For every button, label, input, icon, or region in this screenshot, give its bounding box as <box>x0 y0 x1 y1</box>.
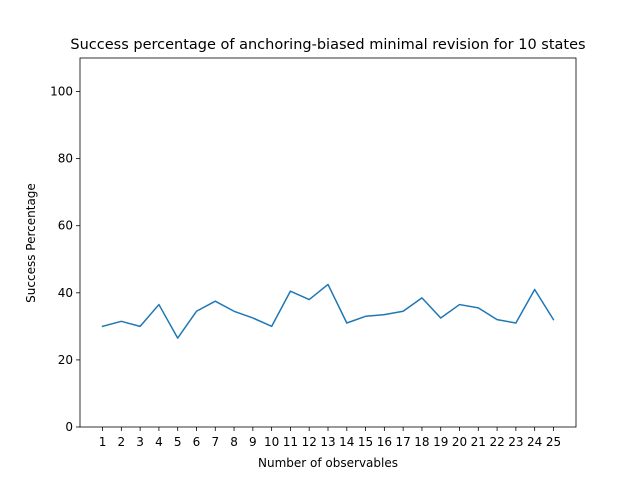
y-tick-label: 20 <box>58 353 73 367</box>
axes-frame <box>79 57 577 428</box>
x-tick-label: 20 <box>452 435 467 449</box>
x-tick-label: 2 <box>118 435 126 449</box>
x-tick-label: 23 <box>508 435 523 449</box>
x-tick-label: 15 <box>358 435 373 449</box>
x-tick-label: 5 <box>174 435 182 449</box>
y-tick-label: 40 <box>58 286 73 300</box>
x-tick-label: 3 <box>136 435 144 449</box>
x-axis-label: Number of observables <box>258 456 398 470</box>
x-tick-label: 14 <box>339 435 354 449</box>
x-tick-label: 16 <box>377 435 392 449</box>
x-tick-label: 12 <box>302 435 317 449</box>
y-tick-label: 100 <box>50 85 73 99</box>
x-tick-label: 4 <box>155 435 163 449</box>
x-tick-label: 17 <box>396 435 411 449</box>
x-tick-label: 24 <box>527 435 542 449</box>
y-tick-label: 60 <box>58 219 73 233</box>
x-tick-label: 25 <box>546 435 561 449</box>
y-tick-label: 80 <box>58 152 73 166</box>
x-tick-label: 8 <box>230 435 238 449</box>
x-tick-label: 19 <box>433 435 448 449</box>
y-axis-label: Success Percentage <box>24 183 38 303</box>
x-tick-label: 21 <box>471 435 486 449</box>
x-tick-label: 22 <box>489 435 504 449</box>
x-tick-label: 9 <box>249 435 257 449</box>
chart-title: Success percentage of anchoring-biased m… <box>70 37 585 53</box>
x-tick-label: 7 <box>211 435 219 449</box>
x-tick-label: 18 <box>414 435 429 449</box>
x-tick-label: 11 <box>283 435 298 449</box>
series-line-1 <box>101 283 555 339</box>
x-tick-label: 6 <box>193 435 201 449</box>
x-tick-label: 13 <box>320 435 335 449</box>
x-tick-label: 1 <box>99 435 107 449</box>
y-tick-label: 0 <box>65 420 73 434</box>
x-tick-label: 10 <box>264 435 279 449</box>
